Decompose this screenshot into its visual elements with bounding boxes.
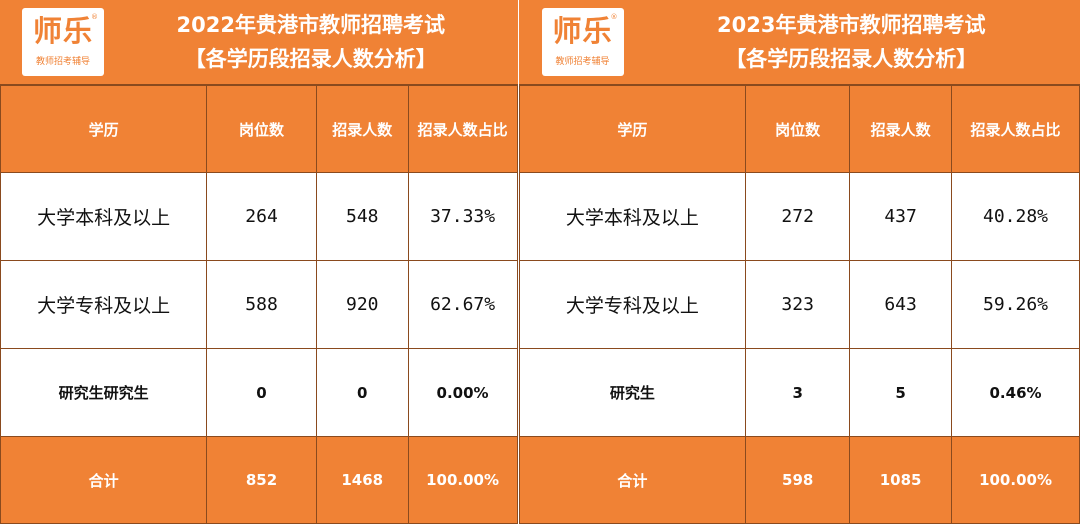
header-education: 学历 [0, 85, 208, 173]
table-total-row: 合计 852 1468 100.00% [0, 436, 518, 524]
total-hires: 1468 [315, 436, 409, 524]
header-positions: 岗位数 [745, 85, 851, 173]
cell-share: 40.28% [951, 172, 1080, 261]
cell-share: 0.46% [951, 348, 1080, 437]
logo-slogan: 教师招考辅导 [555, 57, 610, 67]
panel-subtitle: 【各学历段招录人数分析】 [184, 47, 437, 71]
total-positions: 598 [745, 436, 851, 524]
cell-positions: 3 [745, 348, 851, 437]
header-education: 学历 [518, 85, 747, 173]
cell-share: 37.33% [407, 172, 518, 261]
panel-2022: ® 师乐 教师招考辅导 2022年贵港市教师招聘考试 【各学历段招录人数分析】 … [0, 0, 518, 527]
cell-hires: 548 [315, 172, 409, 261]
registered-mark: ® [91, 13, 98, 21]
table-header-row: 学历 岗位数 招录人数 招录人数占比 [518, 85, 1080, 173]
cell-hires: 0 [315, 348, 409, 437]
total-hires: 1085 [849, 436, 953, 524]
cell-hires: 5 [849, 348, 953, 437]
panel-header: ® 师乐 教师招考辅导 2022年贵港市教师招聘考试 【各学历段招录人数分析】 [0, 0, 518, 85]
brand-logo: ® 师乐 教师招考辅导 [541, 8, 624, 76]
cell-education: 研究生研究生 [0, 348, 208, 437]
cell-share: 0.00% [407, 348, 518, 437]
total-share: 100.00% [951, 436, 1080, 524]
cell-hires: 643 [849, 260, 953, 349]
table-row: 研究生研究生 0 0 0.00% [0, 348, 518, 437]
header-hires: 招录人数 [315, 85, 409, 173]
total-label: 合计 [0, 436, 208, 524]
table-row: 研究生 3 5 0.46% [518, 348, 1080, 437]
header-hires: 招录人数 [849, 85, 953, 173]
registered-mark: ® [610, 13, 618, 21]
panel-subtitle: 【各学历段招录人数分析】 [725, 47, 978, 71]
table-row: 大学专科及以上 588 920 62.67% [0, 260, 518, 349]
table-header-row: 学历 岗位数 招录人数 招录人数占比 [0, 85, 518, 173]
cell-positions: 272 [745, 172, 851, 261]
cell-education: 研究生 [518, 348, 747, 437]
panel-header: ® 师乐 教师招考辅导 2023年贵港市教师招聘考试 【各学历段招录人数分析】 [518, 0, 1080, 85]
panel-title: 2022年贵港市教师招聘考试 [176, 13, 445, 37]
header-positions: 岗位数 [206, 85, 317, 173]
stats-table: 学历 岗位数 招录人数 招录人数占比 大学本科及以上 264 548 37.33… [0, 85, 518, 524]
cell-positions: 323 [745, 260, 851, 349]
cell-positions: 588 [206, 260, 317, 349]
table-row: 大学本科及以上 264 548 37.33% [0, 172, 518, 261]
cell-share: 59.26% [951, 260, 1080, 349]
cell-hires: 920 [315, 260, 409, 349]
cell-positions: 0 [206, 348, 317, 437]
logo-slogan: 教师招考辅导 [35, 57, 90, 67]
logo-name: 师乐 [552, 14, 613, 48]
cell-positions: 264 [206, 172, 317, 261]
total-share: 100.00% [407, 436, 518, 524]
stats-table: 学历 岗位数 招录人数 招录人数占比 大学本科及以上 272 437 40.28… [518, 85, 1080, 524]
cell-hires: 437 [849, 172, 953, 261]
cell-education: 大学专科及以上 [0, 260, 208, 349]
brand-logo: ® 师乐 教师招考辅导 [22, 8, 104, 76]
table-row: 大学专科及以上 323 643 59.26% [518, 260, 1080, 349]
header-share: 招录人数占比 [407, 85, 518, 173]
table-total-row: 合计 598 1085 100.00% [518, 436, 1080, 524]
panel-2023: ® 师乐 教师招考辅导 2023年贵港市教师招聘考试 【各学历段招录人数分析】 … [517, 0, 1080, 527]
total-positions: 852 [206, 436, 317, 524]
cell-share: 62.67% [407, 260, 518, 349]
logo-name: 师乐 [32, 14, 93, 48]
cell-education: 大学本科及以上 [518, 172, 747, 261]
panel-title: 2023年贵港市教师招聘考试 [717, 13, 986, 37]
cell-education: 大学本科及以上 [0, 172, 208, 261]
cell-education: 大学专科及以上 [518, 260, 747, 349]
header-share: 招录人数占比 [951, 85, 1080, 173]
total-label: 合计 [518, 436, 747, 524]
table-row: 大学本科及以上 272 437 40.28% [518, 172, 1080, 261]
